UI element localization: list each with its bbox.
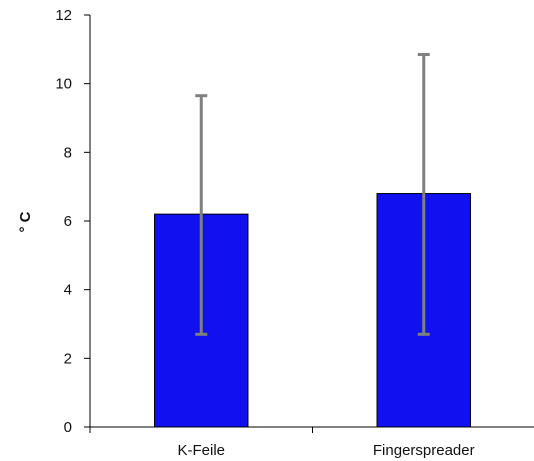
- y-tick-label-0: 0: [64, 419, 72, 436]
- x-tick-label-0: K-Feile: [177, 442, 225, 459]
- y-axis-title: ° C: [17, 211, 34, 232]
- y-tick-label-1: 2: [64, 350, 72, 367]
- y-tick-label-3: 6: [64, 213, 72, 230]
- x-tick-label-1: Fingerspreader: [373, 442, 475, 459]
- y-tick-label-2: 4: [64, 282, 72, 299]
- y-tick-label-4: 8: [64, 144, 72, 161]
- y-tick-label-6: 12: [55, 7, 72, 24]
- y-tick-label-5: 10: [55, 76, 72, 93]
